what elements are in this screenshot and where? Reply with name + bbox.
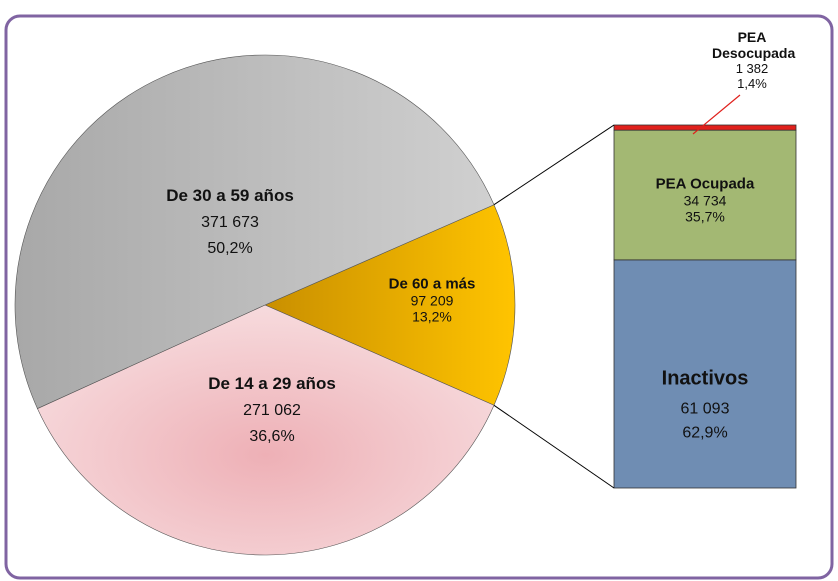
data-label: Inactivos 61 093 62,9% [620,368,790,443]
data-label: PEA Ocupada 34 734 35,7% [620,176,790,225]
bar-segment [613,259,797,489]
frame [4,14,834,580]
value-label: 13,2% [412,308,452,325]
value-label: 1,4% [737,76,767,91]
leader-line [692,94,741,135]
pie-slice [14,54,495,409]
value-label: 62,9% [682,424,728,442]
value-label: 97 209 [410,292,454,309]
category-label: De 60 a más [388,275,476,293]
data-label: De 60 a más 97 209 13,2% [367,276,497,325]
category-label: De 14 a 29 años [208,374,336,393]
value-label: 1 382 [735,61,769,76]
value-label: 36,6% [249,428,295,445]
pie-slice [264,204,516,406]
connector [493,124,615,206]
value-label: 34 734 [683,192,727,209]
bar-segment [613,124,797,131]
data-label: De 14 a 29 años 271 062 36,6% [197,374,347,446]
value-label: 35,7% [685,208,725,225]
pie-slice [37,304,495,556]
bar-segment [613,129,797,261]
value-label: 271 062 [243,402,301,419]
value-label: 371 673 [201,214,259,231]
category-label: De 30 a 59 años [166,186,294,205]
category-label: PEA Desocupada [712,29,796,61]
value-label: 50,2% [207,240,253,257]
category-label: PEA Ocupada [655,175,755,193]
value-label: 61 093 [680,400,730,418]
data-label: PEA Desocupada 1 382 1,4% [712,29,796,91]
connector [493,404,615,489]
category-label: Inactivos [661,367,749,390]
data-label: De 30 a 59 años 371 673 50,2% [155,186,305,258]
